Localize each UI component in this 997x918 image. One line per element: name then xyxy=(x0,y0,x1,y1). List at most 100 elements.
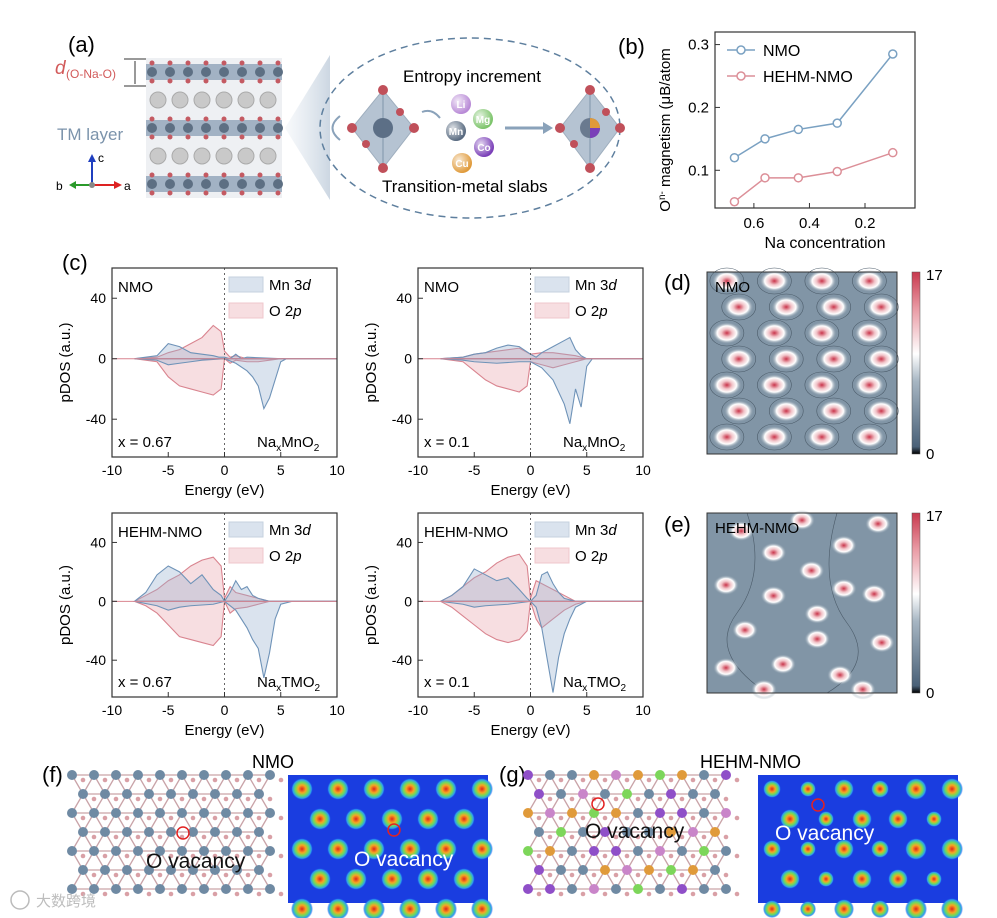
oxygen-atom xyxy=(613,796,619,802)
metal-atom xyxy=(219,67,229,77)
oxygen-atom xyxy=(102,777,108,783)
density-peak xyxy=(759,426,790,448)
metal-atom xyxy=(155,770,165,780)
material-label: HEHM-NMO xyxy=(118,524,202,541)
legend-label-mn: Mn 3d xyxy=(269,522,311,539)
contour-line xyxy=(757,267,792,295)
metal-atom xyxy=(523,808,533,818)
metal-atom xyxy=(67,808,77,818)
metal-atom xyxy=(122,865,132,875)
legend-label: NMO xyxy=(763,43,800,60)
oxygen-atom xyxy=(256,815,262,821)
oxygen-atom xyxy=(635,872,641,878)
plot-frame xyxy=(714,31,916,209)
oxygen-atom xyxy=(221,116,227,122)
oxygen-atom xyxy=(547,872,553,878)
map-label: NMO xyxy=(715,279,750,296)
metal-atom xyxy=(237,123,247,133)
metal-atom xyxy=(265,808,275,818)
metal-atom xyxy=(600,827,610,837)
chart-b: 0.6 0.4 0.2 0.1 0.2 0.3 Na concentration On- ma… xyxy=(657,31,916,252)
oxygen-atom xyxy=(257,190,263,196)
oxygen-atom xyxy=(679,796,685,802)
metal-atom xyxy=(254,789,264,799)
map-frame xyxy=(706,271,898,455)
oxygen-atom xyxy=(267,796,273,802)
metal-atom xyxy=(534,865,544,875)
oxygen-atom xyxy=(146,815,152,821)
octahedron-left xyxy=(347,85,419,173)
mn3d-spin-down-area xyxy=(134,358,337,411)
oxygen-atom xyxy=(167,78,173,84)
metal-atom xyxy=(589,884,599,894)
metal-atom xyxy=(534,789,544,799)
tm-layer-label: TM layer xyxy=(57,125,123,144)
metal-atom xyxy=(567,884,577,894)
contour-line xyxy=(804,319,840,347)
slabs-label: Transition-metal slabs xyxy=(382,177,548,196)
oxygen-atom xyxy=(221,78,227,84)
density-spot xyxy=(763,900,781,918)
density-peak xyxy=(806,322,837,344)
data-point xyxy=(760,134,770,144)
density-spot xyxy=(381,868,403,890)
metal-atom xyxy=(644,789,654,799)
oxygen-atom xyxy=(157,872,163,878)
metal-atom xyxy=(254,865,264,875)
x-axis-label: Energy (eV) xyxy=(184,482,264,499)
metal-atom xyxy=(133,846,143,856)
oxygen-atom xyxy=(179,872,185,878)
density-peak xyxy=(818,400,849,422)
metal-atom xyxy=(265,846,275,856)
x-tick-label: 5 xyxy=(277,462,285,478)
metal-atom xyxy=(265,770,275,780)
oxygen-atom xyxy=(558,891,564,897)
metal-atom xyxy=(265,884,275,894)
element-symbol: Li xyxy=(457,100,466,111)
metal-atom xyxy=(611,884,621,894)
metal-atom xyxy=(183,123,193,133)
density-spot xyxy=(471,778,493,800)
oxygen-atom xyxy=(275,172,281,178)
oxygen-atom xyxy=(245,834,251,840)
panel-label-a: (a) xyxy=(68,32,95,57)
sodium-atom xyxy=(259,147,277,165)
density-peak xyxy=(818,348,849,370)
element-ball-shine xyxy=(474,137,494,157)
oxygen-atom xyxy=(212,815,218,821)
density-spot xyxy=(905,838,927,860)
y-tick-label: 0 xyxy=(98,351,106,367)
oxygen-atom xyxy=(167,116,173,122)
oxygen-atom xyxy=(135,796,141,802)
octahedron-left-metal xyxy=(373,118,393,138)
y-tick-label: 40 xyxy=(396,534,412,550)
metal-atom xyxy=(166,865,176,875)
density-peak xyxy=(771,400,802,422)
vacancy-marker xyxy=(387,823,401,837)
y-tick-label: 0 xyxy=(404,593,412,609)
oxygen-atom xyxy=(602,891,608,897)
sodium-atom xyxy=(259,91,277,109)
contour-line xyxy=(768,293,804,321)
density-peak xyxy=(861,584,888,604)
data-point xyxy=(729,152,740,163)
element-symbol: Mn xyxy=(449,127,463,138)
data-point xyxy=(832,118,842,128)
axis-a-label: a xyxy=(124,179,131,193)
oxygen-atom xyxy=(635,834,641,840)
colorbar-min-label: 0 xyxy=(926,685,934,702)
density-spot xyxy=(834,779,854,799)
oxygen-atom xyxy=(558,815,564,821)
oxygen-atom xyxy=(569,796,575,802)
metal-atom xyxy=(133,770,143,780)
metal-atom xyxy=(545,846,555,856)
density-spot xyxy=(471,898,493,918)
chart-c1: -10 -5 0 5 10 40 0 -40 Energy (eV) pDOS (a.u.) NMO… xyxy=(57,267,345,499)
oxygen-atom xyxy=(212,891,218,897)
density-peak xyxy=(760,585,787,606)
oxygen-atom xyxy=(80,853,86,859)
oxygen-atom xyxy=(267,834,273,840)
legend-swatch-o xyxy=(228,547,264,564)
density-peak xyxy=(827,665,853,685)
density-peak xyxy=(771,348,802,370)
